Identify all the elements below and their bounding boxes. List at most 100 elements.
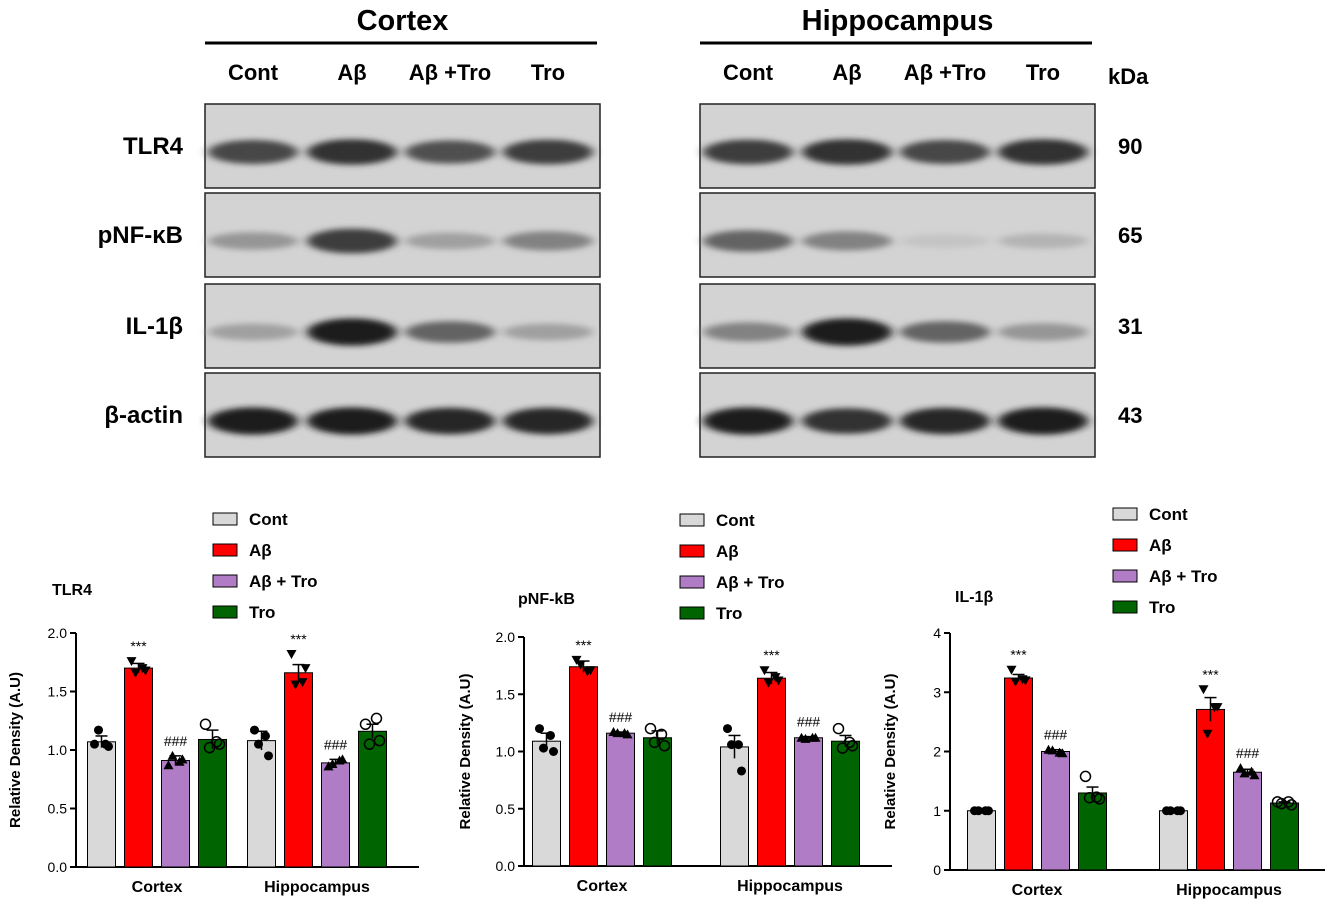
blot-band bbox=[998, 323, 1088, 341]
data-point bbox=[203, 741, 216, 754]
data-point bbox=[800, 733, 811, 743]
data-point bbox=[658, 740, 671, 752]
blot-strip bbox=[699, 192, 1096, 278]
data-point bbox=[323, 761, 334, 771]
data-point bbox=[137, 664, 148, 674]
x-category-label: Cortex bbox=[577, 878, 628, 895]
blot-band bbox=[900, 140, 990, 164]
y-tick-label: 3 bbox=[933, 684, 941, 700]
legend-label: Aβ + Tro bbox=[1149, 567, 1217, 586]
y-tick-label: 1.0 bbox=[496, 744, 516, 760]
data-point bbox=[770, 673, 781, 683]
bar bbox=[247, 740, 276, 868]
blot-band bbox=[405, 407, 495, 435]
significance-marker: *** bbox=[1202, 666, 1219, 682]
significance-marker: ### bbox=[1044, 727, 1068, 743]
blot-strip bbox=[204, 283, 601, 369]
legend-swatch bbox=[212, 512, 238, 526]
data-point bbox=[359, 718, 372, 731]
legend-swatch bbox=[212, 543, 238, 557]
blot-band bbox=[998, 139, 1088, 165]
blot-band bbox=[703, 230, 793, 252]
x-category-label: Hippocampus bbox=[737, 878, 843, 895]
y-axis-label: Relative Density (A.U) bbox=[457, 674, 474, 830]
data-point bbox=[1090, 791, 1103, 803]
blot-band bbox=[900, 321, 990, 343]
bar bbox=[532, 740, 561, 867]
data-point bbox=[1198, 685, 1209, 695]
data-point bbox=[981, 806, 990, 816]
x-category-label: Hippocampus bbox=[1176, 882, 1282, 899]
bar bbox=[198, 738, 227, 868]
blot-lane-label: Tro bbox=[531, 60, 565, 85]
data-point bbox=[290, 680, 301, 690]
legend-swatch bbox=[1112, 569, 1138, 583]
bar-chart: TLR4 Cont Aβ Aβ + Tro Tro 0.0 0.5 1.0 1.5 2.0 Rela… bbox=[7, 510, 419, 896]
data-point bbox=[334, 755, 345, 765]
data-point bbox=[763, 678, 774, 688]
legend-label: Cont bbox=[716, 511, 755, 530]
bar bbox=[1233, 771, 1262, 871]
blot-panel-title: Hippocampus bbox=[802, 5, 994, 37]
legend-swatch bbox=[212, 605, 238, 619]
bar-chart: IL-1β Cont Aβ Aβ + Tro Tro 0 1 2 3 4 Relative Dens… bbox=[882, 505, 1325, 899]
data-point bbox=[575, 660, 586, 670]
data-point bbox=[1166, 806, 1175, 816]
data-point bbox=[648, 736, 661, 749]
blot-row-label: pNF-κB bbox=[98, 222, 183, 249]
data-point bbox=[327, 759, 338, 769]
chart-title: IL-1β bbox=[955, 589, 993, 606]
y-tick-label: 1.0 bbox=[48, 742, 68, 758]
chart-title: pNF-kB bbox=[518, 591, 575, 608]
blot-band bbox=[998, 407, 1088, 435]
y-tick-label: 2 bbox=[933, 744, 941, 760]
kda-value: 31 bbox=[1118, 314, 1142, 339]
y-tick-label: 0.5 bbox=[496, 801, 516, 817]
bar bbox=[643, 737, 672, 867]
data-point bbox=[90, 739, 99, 749]
blot-row-label: β-actin bbox=[104, 402, 183, 429]
blot-band bbox=[307, 407, 397, 435]
data-point bbox=[163, 760, 174, 770]
blot-band bbox=[503, 231, 593, 251]
data-point bbox=[130, 668, 141, 678]
y-tick-label: 4 bbox=[933, 625, 941, 641]
blot-band bbox=[208, 323, 298, 341]
bar bbox=[1159, 810, 1188, 871]
blot-band bbox=[503, 323, 593, 341]
y-tick-label: 1.5 bbox=[48, 684, 68, 700]
blot-band bbox=[405, 232, 495, 250]
blot-strip bbox=[204, 192, 601, 278]
legend-swatch bbox=[679, 513, 705, 527]
blot-lane-label: Aβ bbox=[337, 60, 366, 85]
y-tick-label: 0.0 bbox=[48, 859, 68, 875]
data-point bbox=[734, 740, 743, 750]
x-category-label: Hippocampus bbox=[264, 879, 370, 896]
blot-strip bbox=[699, 103, 1096, 189]
legend-swatch bbox=[679, 606, 705, 620]
data-point bbox=[167, 750, 178, 760]
blot-strip bbox=[699, 372, 1096, 458]
y-tick-label: 2.0 bbox=[496, 629, 516, 645]
legend-label: Aβ + Tro bbox=[716, 573, 784, 592]
data-point bbox=[1246, 766, 1257, 776]
data-point bbox=[535, 724, 544, 734]
y-tick-label: 0.5 bbox=[48, 801, 68, 817]
legend-swatch bbox=[679, 575, 705, 589]
significance-marker: ### bbox=[1236, 745, 1260, 761]
data-point bbox=[300, 664, 311, 674]
bar bbox=[569, 666, 598, 867]
data-point bbox=[582, 667, 593, 677]
blot-lane-label: Cont bbox=[228, 60, 279, 85]
blot-lane-label: Aβ +Tro bbox=[904, 60, 987, 85]
data-point bbox=[836, 742, 849, 754]
data-point bbox=[843, 736, 856, 749]
data-point bbox=[250, 725, 259, 735]
legend-swatch bbox=[1112, 507, 1138, 521]
bar bbox=[358, 730, 387, 868]
y-axis-label: Relative Density (A.U) bbox=[882, 674, 899, 830]
legend-label: Tro bbox=[249, 603, 275, 622]
x-category-label: Cortex bbox=[132, 879, 183, 896]
blot-band bbox=[307, 228, 397, 254]
